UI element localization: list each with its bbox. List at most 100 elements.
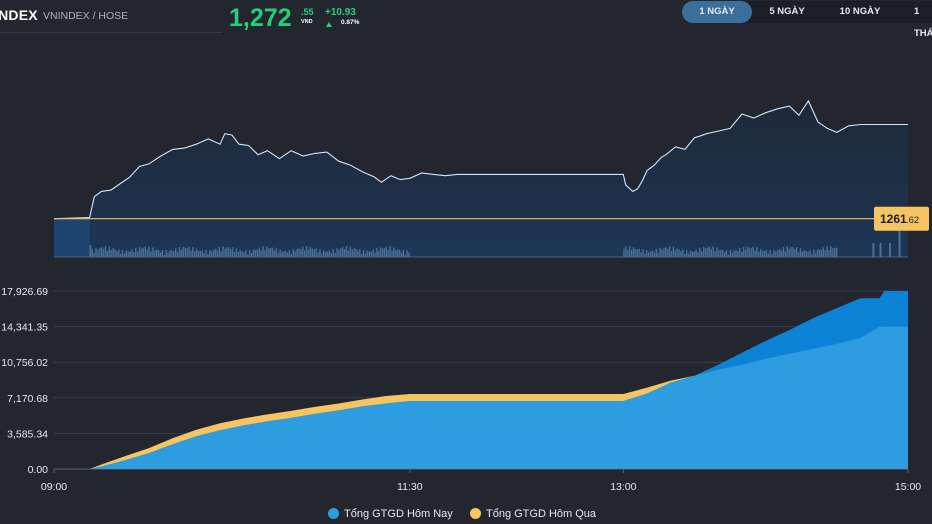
volume-bar bbox=[703, 247, 705, 257]
volume-bar bbox=[311, 248, 313, 257]
volume-bar bbox=[805, 251, 807, 257]
volume-bar bbox=[264, 250, 266, 257]
volume-bar bbox=[114, 249, 116, 257]
volume-bar bbox=[697, 252, 699, 257]
volume-bar bbox=[807, 252, 809, 257]
volume-bar bbox=[194, 251, 196, 257]
volume-bar bbox=[391, 250, 393, 257]
volume-bar bbox=[169, 250, 171, 257]
volume-bar bbox=[123, 253, 126, 257]
volume-bar bbox=[125, 250, 127, 257]
volume-bar bbox=[89, 245, 92, 257]
volume-bar bbox=[127, 251, 129, 257]
volume-bar bbox=[735, 250, 737, 257]
volume-bar bbox=[627, 250, 629, 257]
volume-bar bbox=[99, 247, 101, 257]
volume-bar bbox=[748, 247, 750, 257]
legend-item-yesterday[interactable]: Tổng GTGD Hôm Qua bbox=[470, 508, 596, 520]
reference-tag-decimal: .62 bbox=[906, 215, 919, 226]
volume-bar bbox=[625, 246, 627, 257]
tab-1-month[interactable]: 1 THÁNG bbox=[914, 6, 932, 39]
volume-bar bbox=[773, 249, 775, 257]
volume-bar bbox=[686, 249, 688, 257]
legend-item-today[interactable]: Tổng GTGD Hôm Nay bbox=[328, 508, 453, 520]
volume-bar bbox=[142, 247, 145, 257]
volume-bar bbox=[118, 249, 120, 257]
reference-tag-box bbox=[874, 206, 929, 231]
volume-bar bbox=[752, 246, 754, 257]
volume-bar bbox=[152, 247, 154, 257]
volume-bar bbox=[689, 250, 692, 257]
volume-bar bbox=[797, 252, 800, 257]
volume-bar bbox=[324, 252, 327, 257]
volume-bar bbox=[157, 249, 160, 257]
volume-bar bbox=[404, 254, 406, 257]
volume-bar bbox=[197, 250, 200, 257]
volume-bar bbox=[708, 246, 711, 257]
volume-bar bbox=[178, 246, 181, 257]
price-decimal: .55 bbox=[301, 7, 314, 17]
volume-bar bbox=[758, 251, 760, 257]
volume-bar bbox=[277, 253, 279, 257]
volume-bar bbox=[699, 247, 701, 257]
change-percent: 0.87% bbox=[341, 19, 360, 26]
volume-bar bbox=[138, 247, 141, 257]
pre-open-band bbox=[54, 218, 90, 257]
volume-bar bbox=[378, 251, 380, 257]
volume-bar bbox=[230, 249, 232, 257]
volume-bar bbox=[275, 248, 277, 257]
volume-bar bbox=[657, 252, 659, 257]
volume-bar bbox=[165, 250, 167, 257]
volume-bar bbox=[241, 251, 243, 257]
volume-bar bbox=[655, 248, 657, 257]
volume-bar bbox=[822, 247, 824, 257]
legend-dot-today bbox=[328, 508, 339, 519]
tab-10-days[interactable]: 10 NGÀY bbox=[839, 6, 881, 17]
tab-1-day[interactable]: 1 NGÀY bbox=[682, 1, 752, 23]
volume-bar bbox=[398, 249, 401, 257]
volume-bar bbox=[801, 251, 804, 257]
x-tick-label: 13:00 bbox=[610, 481, 636, 493]
volume-bar bbox=[315, 248, 317, 257]
volume-bar bbox=[706, 247, 709, 257]
volume-bar bbox=[281, 252, 283, 257]
volume-bar bbox=[782, 247, 785, 257]
volume-bar bbox=[835, 247, 838, 257]
volume-bar bbox=[395, 249, 397, 257]
volume-bar bbox=[260, 250, 262, 257]
volume-bar bbox=[355, 248, 357, 257]
volume-bar bbox=[309, 247, 312, 257]
y-tick-label: 0.00 bbox=[28, 464, 49, 476]
volume-bar bbox=[300, 249, 302, 257]
volume-bar bbox=[266, 246, 268, 257]
volume-bar bbox=[820, 249, 823, 257]
volume-bar bbox=[302, 246, 304, 257]
volume-bar bbox=[294, 251, 296, 257]
y-tick-label: 3,585.34 bbox=[7, 428, 48, 440]
volume-bar bbox=[184, 247, 186, 257]
volume-bar bbox=[385, 246, 387, 257]
volume-bar bbox=[218, 247, 220, 257]
volume-bar bbox=[167, 252, 169, 257]
volume-bar bbox=[769, 250, 771, 257]
volume-bar bbox=[684, 253, 686, 257]
tab-5-days[interactable]: 5 NGÀY bbox=[769, 6, 805, 17]
volume-bar bbox=[727, 254, 730, 257]
volume-bar bbox=[661, 249, 663, 257]
volume-bar bbox=[667, 248, 669, 257]
volume-bar bbox=[695, 249, 697, 257]
y-tick-label: 14,341.35 bbox=[1, 322, 48, 334]
volume-bar bbox=[268, 248, 270, 257]
volume-bar bbox=[243, 252, 245, 257]
volume-bar bbox=[249, 249, 251, 257]
price-unit: VND bbox=[301, 19, 313, 25]
volume-bar bbox=[287, 252, 289, 257]
volume-bar bbox=[175, 248, 177, 257]
volume-bar bbox=[739, 248, 741, 257]
price-line bbox=[53, 99, 908, 220]
volume-bar bbox=[334, 252, 336, 257]
volume-bar bbox=[180, 249, 183, 257]
volume-bar bbox=[104, 246, 107, 257]
volume-bar bbox=[307, 249, 310, 257]
volume-bar bbox=[691, 251, 694, 257]
